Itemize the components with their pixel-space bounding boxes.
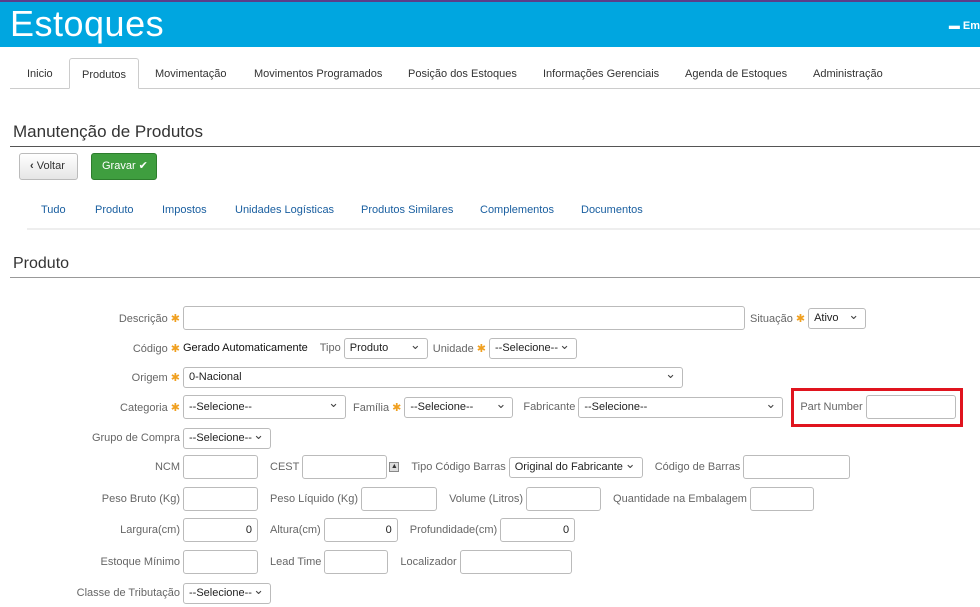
largura-label: Largura(cm)	[120, 524, 180, 536]
form-row-classe-tributacao: Classe de Tributação --Selecione--	[0, 580, 271, 606]
user-menu[interactable]: ▬ Em	[949, 20, 980, 32]
form-row-grupo-compra: Grupo de Compra --Selecione--	[0, 425, 271, 451]
lead-time-label: Lead Time	[270, 556, 322, 568]
unidade-label: Unidade ✱	[432, 342, 487, 355]
form-row-peso: Peso Bruto (Kg) Peso Líquido (Kg) Volume…	[0, 486, 814, 512]
codigo-value: Gerado Automaticamente	[183, 342, 308, 354]
nav-movimentacao[interactable]: Movimentação	[155, 68, 227, 80]
divider	[10, 277, 980, 278]
subtab-produtos-similares[interactable]: Produtos Similares	[361, 204, 454, 216]
familia-label: Família ✱	[353, 401, 402, 414]
fabricante-label: Fabricante	[523, 401, 576, 413]
divider	[10, 146, 980, 147]
categoria-label: Categoria ✱	[120, 401, 180, 414]
part-number-label: Part Number	[800, 401, 863, 413]
part-number-input[interactable]	[865, 395, 956, 419]
altura-label: Altura(cm)	[270, 524, 321, 536]
volume-label: Volume (Litros)	[449, 493, 524, 505]
familia-select[interactable]: --Selecione--	[404, 396, 514, 418]
volume-input[interactable]	[526, 487, 602, 511]
ncm-input[interactable]	[183, 455, 258, 479]
nav-inicio[interactable]: Inicio	[27, 68, 53, 80]
subtab-complementos[interactable]: Complementos	[480, 204, 554, 216]
back-button[interactable]: ‹ Voltar	[19, 153, 78, 180]
form-row-ncm: NCM CEST ▲ Tipo Código Barras Original d…	[0, 454, 851, 480]
tipo-codigo-barras-label: Tipo Código Barras	[411, 461, 506, 473]
tipo-label: Tipo	[319, 342, 341, 354]
origem-label: Origem ✱	[131, 371, 180, 384]
profundidade-label: Profundidade(cm)	[409, 524, 498, 536]
altura-input[interactable]: 0	[323, 518, 398, 542]
form-row-estoque: Estoque Mínimo Lead Time Localizador	[0, 549, 572, 575]
situacao-select[interactable]: Ativo	[808, 307, 867, 329]
subtab-impostos[interactable]: Impostos	[162, 204, 207, 216]
classe-tributacao-select[interactable]: --Selecione--	[183, 582, 271, 604]
tipo-codigo-barras-select[interactable]: Original do Fabricante	[508, 456, 643, 478]
subtab-divider	[27, 228, 980, 230]
save-button[interactable]: Gravar ✔	[91, 153, 157, 180]
peso-bruto-input[interactable]	[183, 487, 258, 511]
fabricante-select[interactable]: --Selecione--	[578, 396, 784, 418]
chevron-left-icon: ‹	[30, 160, 37, 172]
profundidade-input[interactable]: 0	[500, 518, 576, 542]
form-row-descricao: Descrição ✱ Situação ✱ Ativo	[0, 305, 867, 331]
cest-lookup-icon[interactable]: ▲	[389, 462, 400, 472]
cest-label: CEST	[270, 461, 300, 473]
part-number-highlight: Part Number	[791, 387, 963, 427]
page-title: Manutenção de Produtos	[13, 122, 203, 141]
origem-select[interactable]: 0-Nacional	[183, 366, 683, 388]
peso-liquido-input[interactable]	[361, 487, 438, 511]
estoque-minimo-label: Estoque Mínimo	[100, 556, 180, 568]
form-row-origem: Origem ✱ 0-Nacional	[0, 364, 683, 390]
localizador-label: Localizador	[400, 556, 457, 568]
subtab-unidades-logisticas[interactable]: Unidades Logísticas	[235, 204, 335, 216]
app-title: Estoques	[10, 3, 165, 44]
categoria-select[interactable]: --Selecione--	[183, 395, 346, 419]
qtd-embalagem-label: Quantidade na Embalagem	[613, 493, 747, 505]
main-nav: Inicio Produtos Movimentação Movimentos …	[10, 58, 980, 89]
nav-administracao[interactable]: Administração	[813, 68, 883, 80]
localizador-input[interactable]	[459, 550, 572, 574]
estoque-minimo-input[interactable]	[183, 550, 258, 574]
peso-bruto-label: Peso Bruto (Kg)	[101, 493, 180, 505]
codigo-barras-input[interactable]	[743, 455, 851, 479]
nav-informacoes-gerenciais[interactable]: Informações Gerenciais	[543, 68, 660, 80]
form-row-categoria: Categoria ✱ --Selecione-- Família ✱ --Se…	[0, 387, 963, 427]
cest-input[interactable]	[302, 455, 388, 479]
form-row-dimensoes: Largura(cm) 0 Altura(cm) 0 Profundidade(…	[0, 517, 576, 543]
codigo-label: Código ✱	[132, 342, 180, 355]
peso-liquido-label: Peso Líquido (Kg)	[270, 493, 359, 505]
section-title: Produto	[13, 255, 70, 272]
back-label: Voltar	[36, 160, 65, 172]
briefcase-icon: ▬	[948, 20, 963, 32]
check-icon: ✔	[135, 160, 148, 172]
nav-posicao-estoques[interactable]: Posição dos Estoques	[408, 68, 517, 80]
nav-produtos[interactable]: Produtos	[69, 58, 140, 89]
tipo-select[interactable]: Produto	[343, 337, 428, 359]
app-header: Estoques ▬ Em	[0, 0, 980, 47]
user-label: Em	[962, 20, 980, 32]
descricao-input[interactable]	[183, 306, 745, 330]
ncm-label: NCM	[154, 461, 180, 473]
largura-input[interactable]: 0	[183, 518, 258, 542]
grupo-compra-select[interactable]: --Selecione--	[183, 427, 271, 449]
nav-agenda-estoques[interactable]: Agenda de Estoques	[685, 68, 788, 80]
form-row-codigo: Código ✱ Gerado Automaticamente Tipo Pro…	[0, 335, 578, 361]
save-label: Gravar	[102, 160, 136, 172]
situacao-label: Situação ✱	[750, 312, 806, 325]
subtab-documentos[interactable]: Documentos	[581, 204, 643, 216]
lead-time-input[interactable]	[324, 550, 389, 574]
codigo-barras-label: Código de Barras	[654, 461, 741, 473]
unidade-select[interactable]: --Selecione--	[489, 337, 578, 359]
descricao-label: Descrição ✱	[118, 312, 180, 325]
qtd-embalagem-input[interactable]	[749, 487, 814, 511]
grupo-compra-label: Grupo de Compra	[91, 432, 180, 444]
subtab-produto[interactable]: Produto	[95, 204, 134, 216]
subtab-tudo[interactable]: Tudo	[41, 204, 66, 216]
classe-tributacao-label: Classe de Tributação	[76, 587, 180, 599]
nav-movimentos-programados[interactable]: Movimentos Programados	[254, 68, 383, 80]
